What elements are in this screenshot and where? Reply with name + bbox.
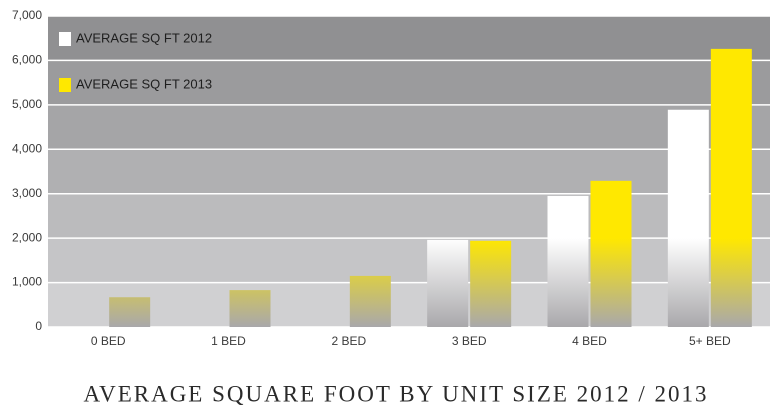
bar xyxy=(547,195,589,327)
plot-band xyxy=(48,149,770,194)
y-tick-label: 1,000 xyxy=(12,275,42,289)
y-tick-label: 7,000 xyxy=(12,8,42,22)
plot-band xyxy=(48,282,770,327)
plot-band xyxy=(48,193,770,239)
plot-band xyxy=(48,16,770,61)
y-tick-label: 2,000 xyxy=(12,230,42,244)
plot-band xyxy=(48,60,770,105)
bar xyxy=(470,240,512,327)
legend-label: AVERAGE SQ FT 2013 xyxy=(76,76,212,91)
x-tick-label: 0 BED xyxy=(91,334,126,348)
chart-title: AVERAGE SQUARE FOOT BY UNIT SIZE 2012 / … xyxy=(83,381,708,406)
x-tick-label: 2 BED xyxy=(331,334,366,348)
y-tick-label: 0 xyxy=(35,319,42,333)
x-tick-label: 3 BED xyxy=(452,334,487,348)
bar xyxy=(229,290,271,327)
legend-label: AVERAGE SQ FT 2012 xyxy=(76,30,212,45)
x-tick-label: 5+ BED xyxy=(689,334,731,348)
x-tick-label: 1 BED xyxy=(211,334,246,348)
x-tick-label: 4 BED xyxy=(572,334,607,348)
legend-swatch xyxy=(59,78,71,92)
plot-band xyxy=(48,238,770,283)
bar xyxy=(427,239,469,327)
legend-swatch xyxy=(59,32,71,46)
y-tick-label: 3,000 xyxy=(12,186,42,200)
bar xyxy=(349,275,391,327)
bar xyxy=(109,297,151,327)
y-tick-label: 6,000 xyxy=(12,53,42,67)
plot-band xyxy=(48,104,770,150)
y-tick-label: 5,000 xyxy=(12,97,42,111)
bar xyxy=(590,180,632,327)
bar xyxy=(710,48,752,328)
bar xyxy=(667,109,709,327)
y-tick-label: 4,000 xyxy=(12,141,42,155)
